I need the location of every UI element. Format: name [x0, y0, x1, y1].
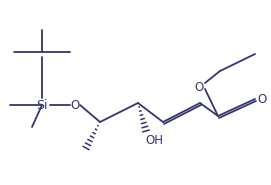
Text: O: O [70, 98, 80, 112]
Text: O: O [194, 80, 204, 93]
Text: Si: Si [36, 98, 48, 112]
Text: O: O [257, 92, 267, 105]
Text: OH: OH [145, 134, 163, 147]
